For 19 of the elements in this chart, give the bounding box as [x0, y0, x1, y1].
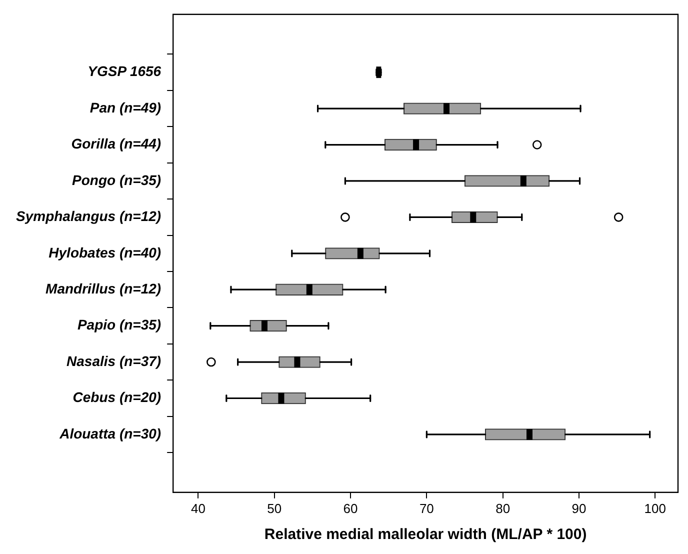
y-tick-label: Symphalangus (n=12) — [16, 208, 162, 224]
y-tick-label: Mandrillus (n=12) — [46, 280, 162, 296]
x-tick-label: 100 — [644, 500, 666, 516]
x-tick-label: 40 — [190, 500, 206, 516]
y-tick-label: Pan (n=49) — [90, 99, 162, 116]
y-tick-label: Nasalis (n=37) — [66, 352, 162, 369]
y-tick-label: YGSP 1656 — [88, 63, 162, 80]
y-tick-label: Alouatta (n=30) — [58, 425, 162, 442]
x-tick-label: 60 — [343, 500, 358, 516]
y-tick-label: Gorilla (n=44) — [71, 136, 162, 152]
y-tick-label: Cebus (n=20) — [72, 389, 162, 406]
y-tick-label: Papio (n=35) — [77, 316, 162, 333]
x-tick-label: 70 — [419, 500, 434, 516]
y-tick-label: Hylobates (n=40) — [48, 244, 162, 260]
x-tick-label: 90 — [572, 500, 586, 516]
x-axis-title: Relative medial malleolar width (ML/AP * 100) — [264, 526, 587, 544]
x-tick-label: 50 — [267, 500, 282, 516]
x-tick-label: 80 — [496, 500, 510, 516]
y-tick-label: Pongo (n=35) — [72, 172, 162, 188]
